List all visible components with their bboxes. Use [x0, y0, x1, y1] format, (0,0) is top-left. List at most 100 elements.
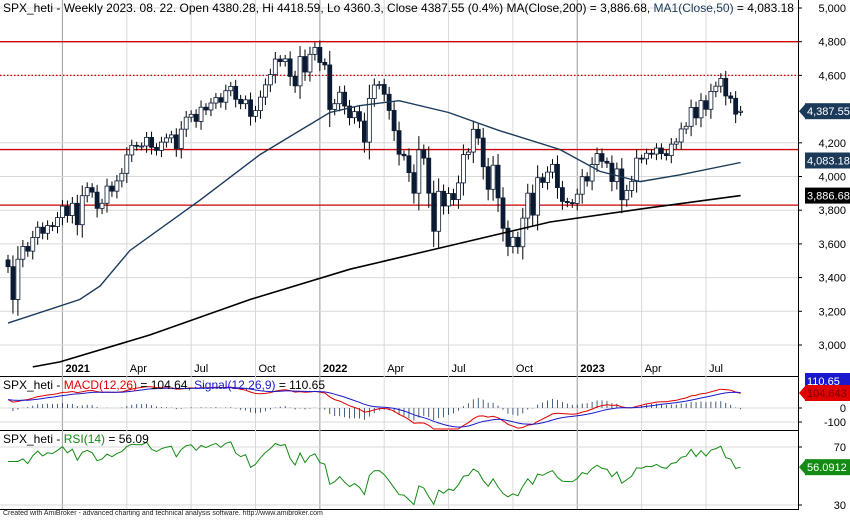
candle: [104, 178, 110, 213]
candle: [485, 157, 491, 201]
candle-body: [545, 171, 550, 183]
candle: [60, 200, 65, 226]
candle-body: [99, 202, 105, 209]
candle: [371, 78, 377, 107]
candle-body: [396, 130, 402, 155]
candle-body: [317, 47, 323, 63]
candle: [381, 78, 387, 102]
candle: [183, 110, 189, 137]
candle: [673, 138, 679, 150]
candle-body: [401, 153, 407, 157]
x-tick-label: Apr: [645, 363, 662, 375]
candle-body: [589, 164, 595, 182]
candle: [154, 143, 159, 156]
candle: [713, 81, 719, 98]
candle: [446, 187, 451, 214]
candle: [560, 180, 565, 210]
macd-value-label-box: [805, 385, 850, 401]
candle: [545, 166, 550, 190]
candle-body: [599, 153, 605, 162]
candle: [609, 155, 615, 192]
candle-body: [490, 164, 496, 190]
macd-value-label-arrow: [799, 385, 806, 401]
candle: [287, 51, 293, 86]
candle: [456, 175, 461, 209]
candle-body: [183, 116, 189, 130]
candle-body: [465, 151, 471, 155]
macd-tick-label: 0: [840, 403, 846, 415]
candle-body: [109, 185, 115, 192]
candle-body: [40, 226, 46, 234]
macd-tick-label: -100: [824, 417, 846, 429]
candle-body: [560, 187, 565, 202]
candle-body: [69, 202, 75, 216]
close-value-label-text: 4,387.55: [807, 106, 850, 118]
candle: [659, 143, 664, 160]
candle-body: [495, 164, 501, 199]
candle-body: [421, 149, 427, 159]
candle: [733, 91, 739, 124]
candle: [460, 144, 466, 196]
candle: [173, 128, 179, 157]
macd-value-label-text: 104.643: [807, 388, 847, 400]
y-tick-label: 4,000: [818, 172, 846, 184]
macd-value-label: 104.643: [799, 385, 850, 401]
candle: [579, 169, 585, 204]
candle-body: [609, 162, 615, 182]
candle-body: [168, 134, 174, 139]
candle-body: [337, 91, 343, 105]
candle: [703, 95, 709, 117]
ma200-value-label-text: 3,886.68: [807, 191, 850, 203]
candle: [144, 131, 150, 153]
close-value-label-arrow: [799, 103, 806, 120]
candle: [391, 102, 397, 141]
rsi-tick-label: 30: [834, 500, 846, 512]
candle-body: [693, 107, 699, 119]
x-tick-label: 2021: [65, 363, 89, 375]
candle-body: [381, 84, 387, 95]
candle: [451, 188, 456, 206]
candle: [50, 221, 55, 232]
candle: [683, 122, 689, 135]
candle-body: [713, 85, 719, 92]
candle: [475, 123, 481, 145]
price-header-text: SPX_heti - Weekly 2023. 08. 22. Open 438…: [3, 1, 654, 15]
candle: [20, 239, 26, 268]
candle-body: [634, 157, 640, 182]
y-tick-label: 4,800: [818, 37, 846, 49]
candle: [698, 93, 704, 128]
candle-body: [74, 202, 80, 226]
candle-body: [89, 187, 95, 193]
candle: [470, 120, 476, 164]
candle: [678, 122, 684, 151]
candle: [84, 182, 90, 203]
candle-body: [342, 91, 348, 107]
candle: [208, 98, 214, 117]
candle-body: [574, 193, 580, 204]
candle-body: [119, 172, 125, 182]
candle: [89, 183, 95, 198]
candle-body: [470, 128, 476, 153]
candle: [688, 99, 694, 137]
candle-body: [218, 97, 224, 103]
candle-body: [540, 177, 545, 183]
candle: [159, 136, 164, 158]
candle-body: [50, 225, 55, 227]
candle-body: [173, 134, 179, 149]
candle-body: [733, 97, 739, 115]
candle: [258, 90, 263, 119]
candle-body: [149, 137, 154, 148]
candle: [124, 147, 130, 184]
ma50-header-label: MA1(Close,50): [653, 1, 734, 15]
candle: [337, 86, 343, 112]
candle-body: [594, 153, 600, 165]
candle: [361, 112, 367, 153]
candle: [253, 105, 258, 123]
candle: [357, 105, 362, 129]
candle-body: [629, 180, 635, 191]
candle-body: [366, 98, 372, 143]
candle-body: [188, 113, 194, 118]
candle: [332, 98, 338, 116]
macd-header-value: = 104.64,: [137, 378, 195, 392]
candle: [272, 51, 278, 84]
